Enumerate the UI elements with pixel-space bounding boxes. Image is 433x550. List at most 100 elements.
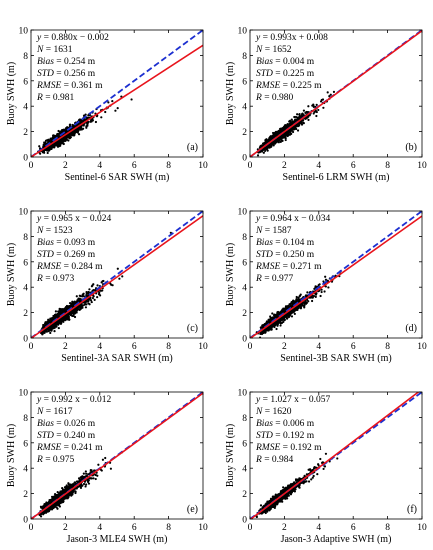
data-point — [58, 321, 61, 325]
data-point — [81, 293, 84, 296]
data-point — [89, 299, 93, 302]
data-point — [62, 137, 65, 140]
x-tick-label: 2 — [63, 342, 68, 352]
data-point — [88, 288, 91, 291]
data-point — [100, 116, 103, 119]
data-point — [100, 289, 103, 292]
y-tick-label: 4 — [242, 103, 247, 113]
data-point — [84, 113, 87, 116]
data-point — [274, 130, 278, 133]
y-tick-label: 8 — [242, 52, 247, 62]
data-point — [98, 291, 101, 294]
axes-frame — [249, 29, 423, 158]
data-point — [308, 114, 311, 117]
panel-label: (b) — [405, 142, 417, 153]
data-point — [38, 145, 41, 148]
y-tick-label: 4 — [23, 103, 28, 113]
x-tick-label: 6 — [132, 161, 137, 171]
data-point — [46, 328, 49, 331]
stat-value: = 0.093 m — [54, 238, 96, 248]
stat-name: RMSE — [36, 262, 61, 272]
y-tick-label: 6 — [23, 77, 28, 87]
data-point — [46, 139, 49, 142]
data-point — [77, 133, 81, 136]
stat-rmse: RMSE = 0.284 m — [36, 262, 103, 272]
x-tick-label: 4 — [316, 161, 321, 171]
stat-n: N = 1523 — [36, 226, 73, 236]
data-point — [306, 111, 309, 114]
data-point — [311, 104, 314, 107]
stat-name: y — [36, 214, 42, 224]
data-point — [44, 148, 47, 152]
data-point — [280, 136, 283, 139]
axes-frame — [30, 210, 204, 339]
data-point — [81, 295, 84, 298]
data-point — [50, 138, 53, 141]
data-point — [75, 295, 78, 298]
stat-name: STD — [37, 250, 54, 260]
data-point — [57, 314, 60, 317]
y-axis-label: Buoy SWH (m) — [225, 62, 236, 125]
y-tick-label: 8 — [23, 52, 28, 62]
data-point — [67, 139, 70, 142]
stat-value: = 0.880x − 0.002 — [41, 33, 109, 43]
stat-value: = 0.965 x − 0.024 — [41, 214, 111, 224]
data-point — [269, 135, 272, 138]
stat-bias: Bias = 0.004 m — [256, 57, 315, 67]
data-point — [114, 109, 117, 112]
data-point — [84, 303, 87, 306]
data-point — [287, 124, 290, 127]
x-tick-label: 6 — [351, 161, 356, 171]
y-tick-label: 6 — [242, 77, 247, 87]
x-tick-label: 0 — [29, 342, 34, 352]
stat-value: = 0.225 m — [273, 69, 315, 79]
y-tick-label: 4 — [23, 284, 28, 294]
data-point — [71, 300, 74, 304]
data-point — [291, 130, 295, 134]
data-point — [281, 139, 284, 142]
stat-value: = 0.361 m — [61, 81, 103, 91]
data-point — [44, 321, 48, 324]
data-point — [292, 128, 295, 131]
data-point — [76, 123, 80, 126]
data-point — [77, 297, 80, 300]
data-point — [91, 296, 95, 300]
data-point — [266, 149, 269, 152]
data-point — [298, 117, 301, 120]
data-point — [51, 316, 54, 320]
data-point — [329, 93, 332, 96]
stat-value: = 1631 — [43, 45, 72, 55]
stat-rmse: RMSE = 0.361 m — [36, 81, 103, 91]
data-point — [107, 101, 110, 104]
data-point — [73, 302, 76, 305]
data-point — [66, 126, 69, 129]
y-tick-label: 2 — [23, 309, 28, 319]
data-point — [258, 151, 261, 154]
data-point — [48, 145, 51, 149]
data-point — [64, 305, 68, 309]
data-point — [63, 315, 66, 318]
y-tick-label: 10 — [238, 27, 248, 37]
data-point — [85, 290, 88, 294]
stat-name: R — [255, 93, 262, 103]
data-point — [275, 132, 278, 135]
data-point — [256, 154, 260, 157]
x-tick-label: 10 — [198, 161, 208, 171]
data-point — [87, 114, 90, 117]
data-point — [278, 127, 282, 131]
stat-n: N = 1631 — [36, 45, 73, 55]
data-point — [69, 304, 72, 308]
fit-line — [31, 215, 203, 338]
data-point — [289, 123, 292, 126]
stat-value: = 0.256 m — [54, 69, 96, 79]
x-tick-label: 0 — [29, 161, 34, 171]
data-point — [93, 298, 96, 301]
stat-name: N — [36, 45, 44, 55]
stat-name: R — [36, 274, 43, 284]
data-point — [272, 135, 275, 139]
data-point — [78, 308, 81, 311]
y-tick-label: 0 — [23, 335, 28, 345]
